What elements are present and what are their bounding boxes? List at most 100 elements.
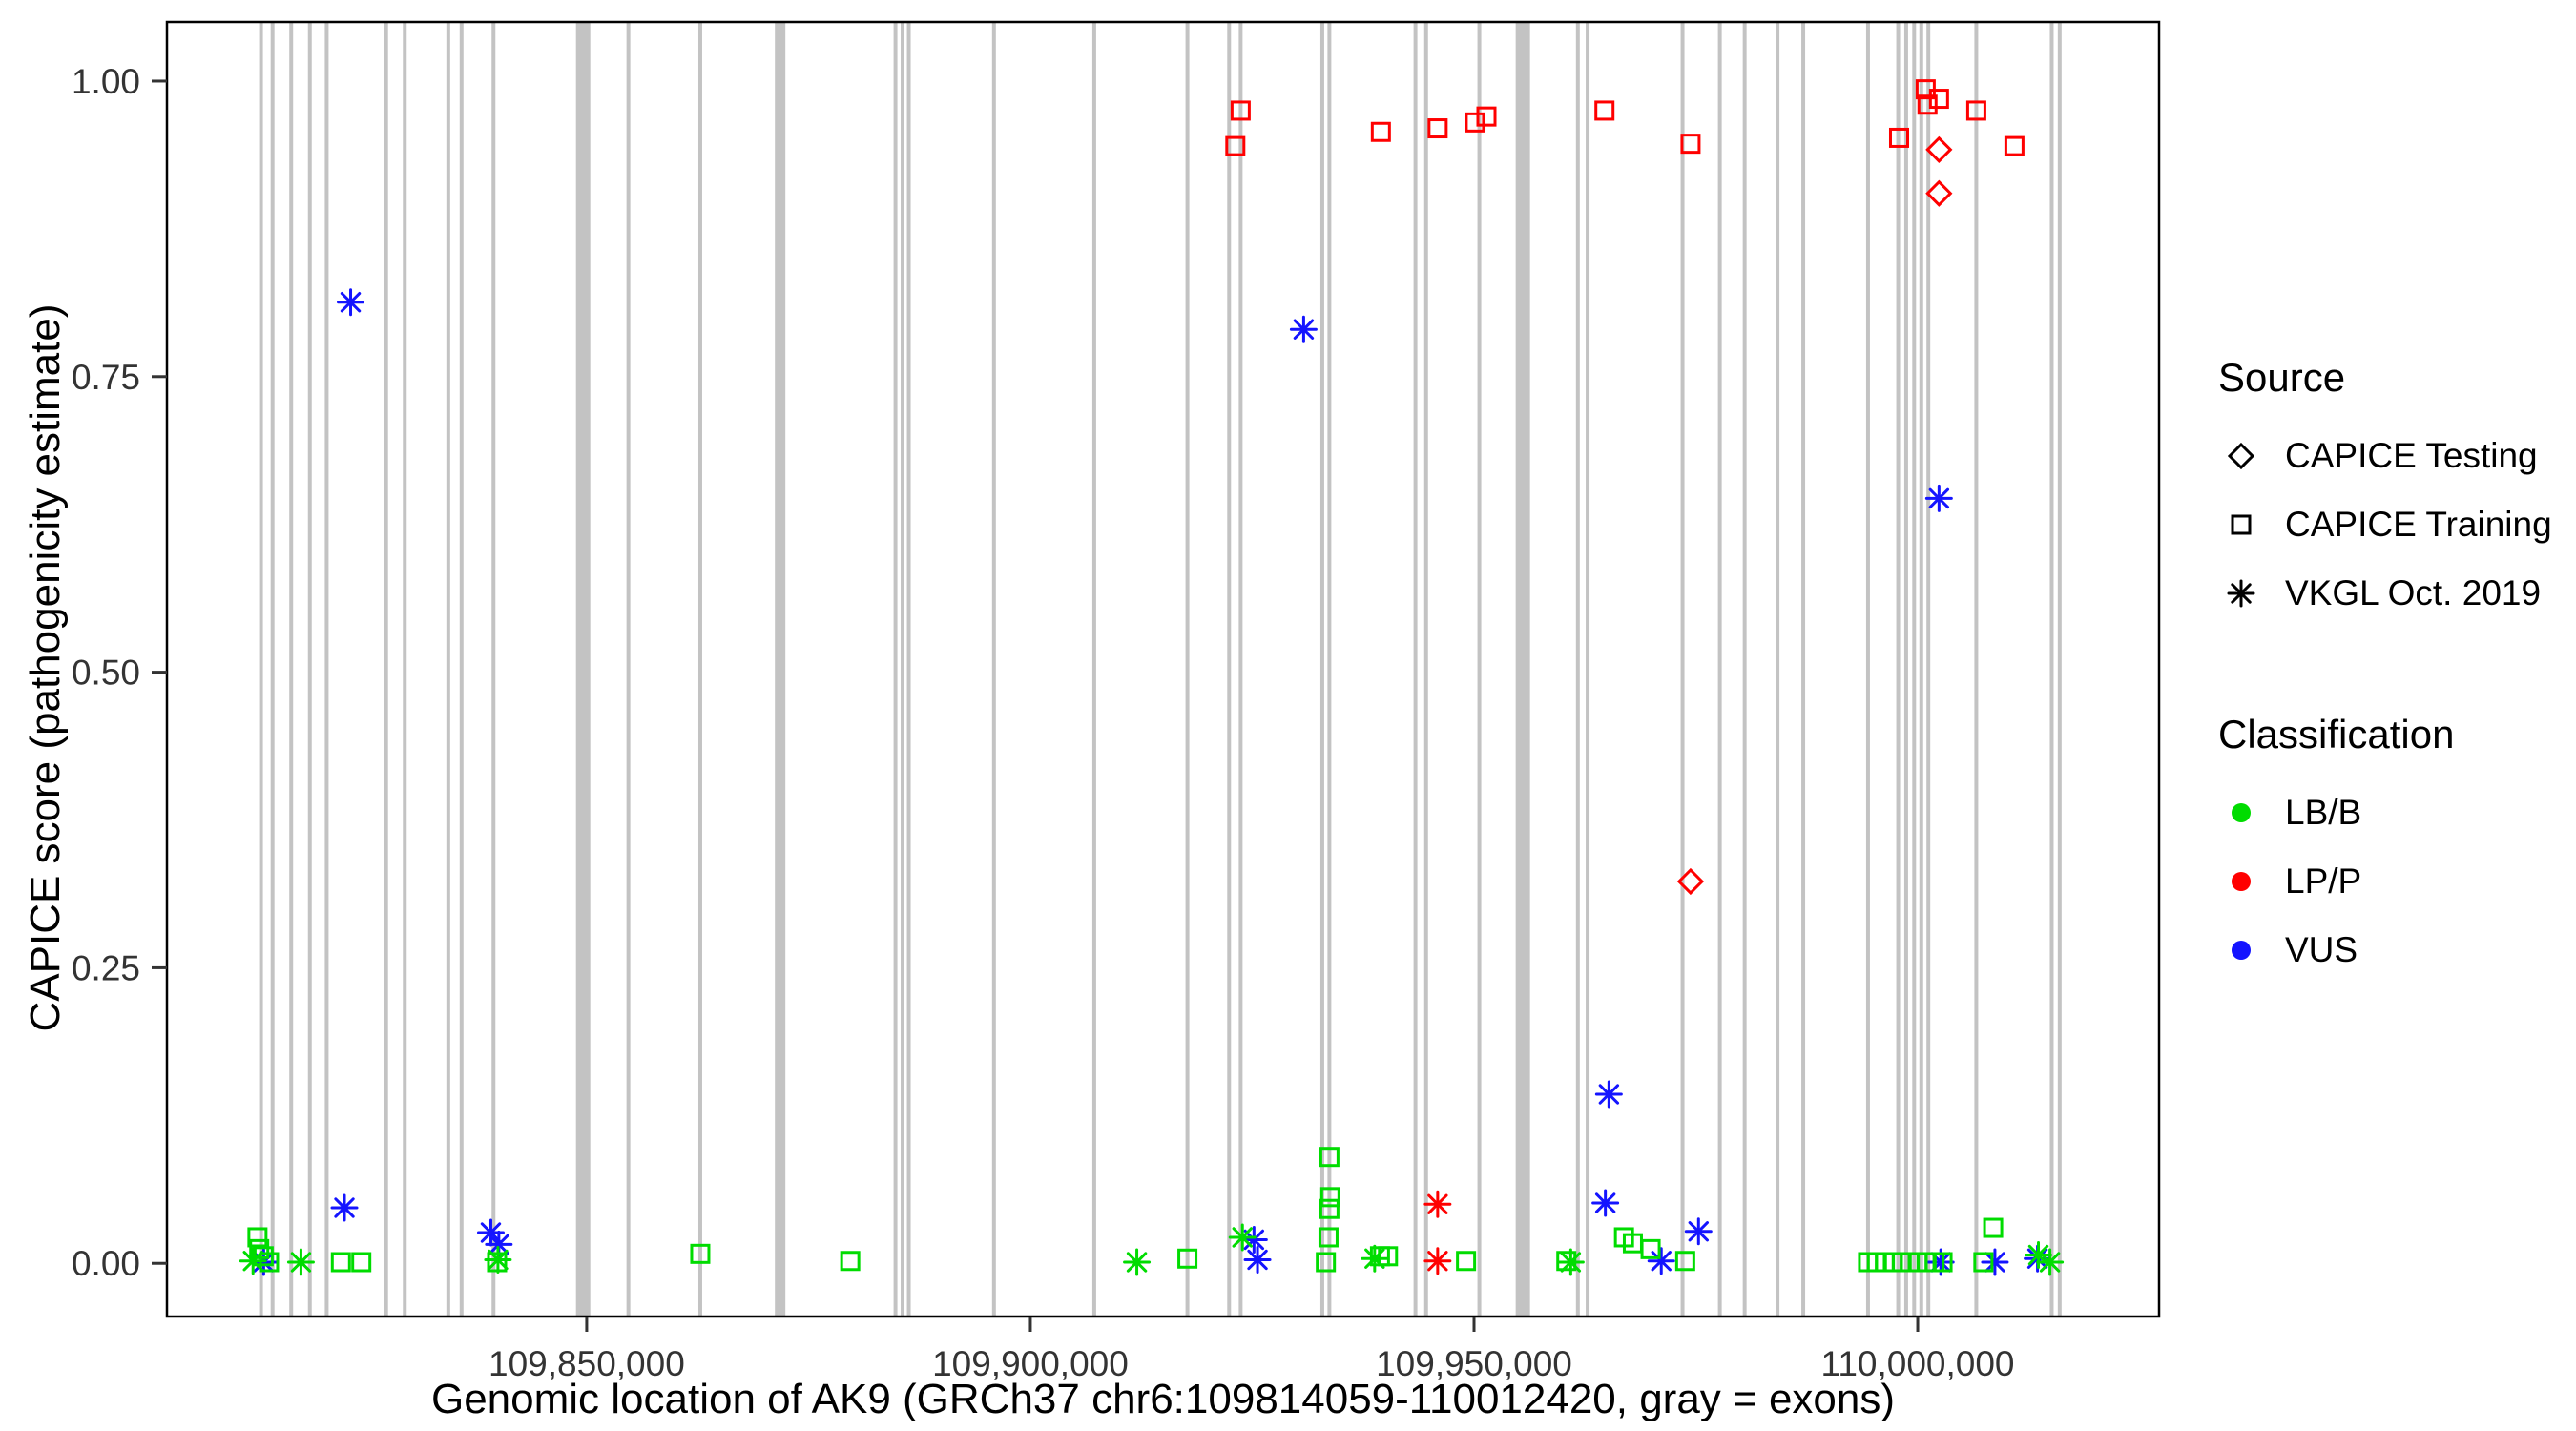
- data-point-asterisk: [1123, 1248, 1152, 1276]
- exon-band: [1801, 22, 1806, 1317]
- data-point-square: [2004, 135, 2025, 156]
- exon-band: [1865, 22, 1870, 1317]
- exon-band: [1238, 22, 1243, 1317]
- data-point-asterisk: [2036, 1248, 2065, 1276]
- data-point-asterisk: [337, 288, 365, 317]
- data-point-square: [1319, 1187, 1340, 1208]
- exon-band: [1423, 22, 1428, 1317]
- diamond-marker-icon: [2227, 442, 2255, 470]
- data-point-square: [247, 1227, 268, 1248]
- data-point-square: [1319, 1198, 1340, 1219]
- legend-item-lb-b: LB/B: [2218, 778, 2552, 847]
- data-point-diamond: [1925, 135, 1953, 163]
- exon-band: [259, 22, 263, 1317]
- y-tick-label: 0.25: [72, 948, 140, 987]
- exon-band: [1319, 22, 1324, 1317]
- exon-band: [491, 22, 496, 1317]
- legend-item-label: LB/B: [2285, 793, 2362, 832]
- asterisk-marker-icon: [2227, 579, 2255, 608]
- exon-band: [403, 22, 407, 1317]
- data-point-diamond: [1676, 867, 1705, 896]
- exon-band: [1717, 22, 1722, 1317]
- exon-band: [1227, 22, 1232, 1317]
- legend-item-label: CAPICE Training: [2285, 505, 2552, 544]
- exon-band: [1776, 22, 1780, 1317]
- data-point-square: [690, 1243, 711, 1264]
- data-point-square: [1983, 1217, 2004, 1238]
- data-point-square: [1318, 1227, 1339, 1248]
- exon-band: [1919, 22, 1923, 1317]
- square-marker-icon: [2231, 514, 2252, 535]
- exon-band: [446, 22, 450, 1317]
- exon-band: [1477, 22, 1482, 1317]
- legend-item-lp-p: LP/P: [2218, 847, 2552, 916]
- data-point-square: [1888, 127, 1909, 148]
- exon-band: [384, 22, 388, 1317]
- data-point-square: [1476, 106, 1497, 127]
- exon-band: [1926, 22, 1931, 1317]
- exon-band: [1185, 22, 1190, 1317]
- color-dot-icon: [2232, 872, 2251, 891]
- data-point-asterisk: [1423, 1190, 1452, 1218]
- plot-panel-border: [165, 20, 2161, 1318]
- data-point-square: [1230, 100, 1251, 121]
- data-point-square: [1640, 1238, 1661, 1259]
- data-point-asterisk: [286, 1248, 315, 1276]
- data-point-asterisk: [1556, 1248, 1585, 1276]
- legend-item-capice-training: CAPICE Training: [2218, 490, 2552, 559]
- exon-band: [991, 22, 996, 1317]
- data-point-asterisk: [1924, 484, 1953, 512]
- data-point-square: [330, 1252, 351, 1273]
- legend-source-items: CAPICE Testing CAPICE Training VKGL Oct. 2…: [2218, 422, 2552, 628]
- data-point-square: [1177, 1248, 1198, 1269]
- data-point-square: [1674, 1251, 1695, 1272]
- exon-band: [1413, 22, 1418, 1317]
- data-point-square: [1932, 1252, 1953, 1273]
- data-point-diamond: [1925, 179, 1953, 207]
- y-tick-label: 1.00: [72, 62, 140, 101]
- exon-band: [906, 22, 911, 1317]
- exon-band: [459, 22, 464, 1317]
- exon-band: [1896, 22, 1901, 1317]
- y-tick-label: 0.75: [72, 358, 140, 397]
- x-tick-label: 109,900,000: [932, 1344, 1129, 1383]
- data-point-square: [1928, 89, 1949, 110]
- exon-band: [775, 22, 786, 1317]
- x-axis-title: Genomic location of AK9 (GRCh37 chr6:109…: [430, 1376, 1896, 1422]
- data-point-square: [1680, 134, 1701, 155]
- legend-item-capice-testing: CAPICE Testing: [2218, 422, 2552, 490]
- data-point-square: [1594, 100, 1615, 121]
- legend-item-vus: VUS: [2218, 916, 2552, 985]
- legend: Source CAPICE Testing CAPICE Training VKGL…: [2218, 355, 2552, 985]
- data-point-square: [1456, 1251, 1477, 1272]
- exon-band: [289, 22, 294, 1317]
- exon-band: [901, 22, 905, 1317]
- data-point-asterisk: [1981, 1248, 2009, 1276]
- data-point-square: [351, 1252, 372, 1273]
- color-dot-icon: [2232, 941, 2251, 960]
- exon-band: [1974, 22, 1979, 1317]
- data-point-asterisk: [239, 1247, 267, 1275]
- data-point-square: [1370, 121, 1391, 142]
- exon-band: [1515, 22, 1530, 1317]
- legend-item-label: VKGL Oct. 2019: [2285, 573, 2542, 612]
- data-point-asterisk: [1361, 1244, 1389, 1273]
- x-tick-label: 109,950,000: [1376, 1344, 1572, 1383]
- data-point-asterisk: [1228, 1223, 1257, 1252]
- y-tick-label: 0.00: [72, 1244, 140, 1283]
- color-dot-icon: [2232, 803, 2251, 822]
- x-tick-label: 110,000,000: [1821, 1344, 2015, 1383]
- y-axis-title: CAPICE score (pathogenicity estimate): [22, 303, 69, 1032]
- data-point-asterisk: [1289, 315, 1318, 343]
- data-point-asterisk: [1591, 1189, 1620, 1217]
- data-point-square: [1316, 1252, 1337, 1273]
- data-point-square: [840, 1251, 861, 1272]
- exon-band: [1742, 22, 1747, 1317]
- data-point-square: [1427, 118, 1448, 139]
- data-point-square: [1465, 112, 1485, 133]
- exon-band: [1680, 22, 1685, 1317]
- data-point-asterisk: [484, 1246, 512, 1275]
- legend-item-label: LP/P: [2285, 861, 2362, 901]
